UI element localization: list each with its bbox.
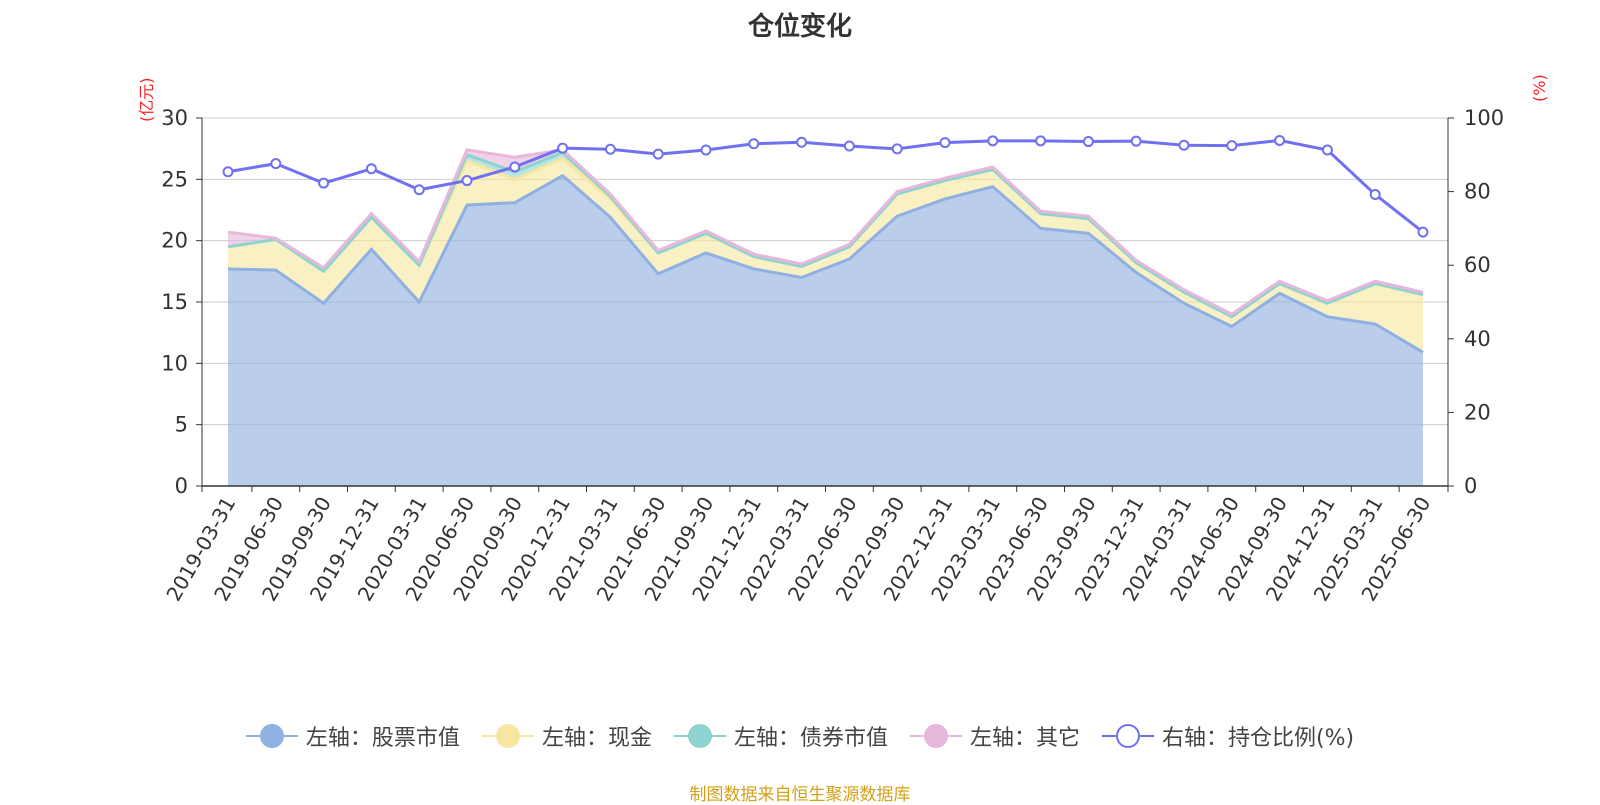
legend-swatch xyxy=(673,723,726,749)
legend-swatch xyxy=(245,723,298,749)
left-tick-label: 5 xyxy=(175,413,188,437)
legend-swatch xyxy=(909,723,962,749)
legend-item-stock[interactable]: 左轴：股票市值 xyxy=(245,720,460,752)
legend-label: 左轴：债券市值 xyxy=(733,726,888,751)
legend-marker xyxy=(495,724,520,748)
ratio-point xyxy=(604,143,616,155)
ratio-point xyxy=(365,163,377,175)
right-tick-label: 20 xyxy=(1464,400,1491,424)
left-tick-label: 30 xyxy=(161,106,188,130)
ratio-point xyxy=(1035,135,1047,147)
legend-label: 左轴：现金 xyxy=(541,726,652,751)
chart-title: 仓位变化 xyxy=(747,12,852,42)
left-tick-label: 15 xyxy=(161,290,188,314)
legend-label: 左轴：其它 xyxy=(969,726,1080,751)
right-tick-label: 80 xyxy=(1464,180,1491,204)
ratio-point xyxy=(652,148,664,160)
legend-marker xyxy=(259,724,284,748)
ratio-point xyxy=(891,143,903,155)
ratio-point xyxy=(318,177,330,189)
ratio-point xyxy=(748,138,760,150)
ratio-point xyxy=(1130,135,1142,147)
legend-swatch xyxy=(1101,723,1154,749)
ratio-point xyxy=(413,184,425,196)
ratio-line xyxy=(227,138,1424,234)
ratio-point xyxy=(270,158,282,170)
ratio-point xyxy=(1321,144,1333,156)
area-stock xyxy=(228,175,1423,487)
plot-area: 0510152025300204060801002019-03-312019-0… xyxy=(161,106,1504,605)
legend-item-cash[interactable]: 左轴：现金 xyxy=(481,720,652,752)
line-bond xyxy=(227,150,1424,319)
ratio-point xyxy=(796,136,808,148)
left-tick-label: 0 xyxy=(175,474,188,498)
ratio-point xyxy=(700,144,712,156)
ratio-point xyxy=(987,135,999,147)
ratio-point xyxy=(1178,139,1190,151)
ratio-point xyxy=(1274,134,1286,146)
ratio-point xyxy=(1226,140,1238,152)
right-tick-label: 100 xyxy=(1464,106,1504,130)
legend-marker xyxy=(923,724,948,748)
legend-label: 右轴：持仓比例(%) xyxy=(1161,726,1355,751)
source-note: 制图数据来自恒生聚源数据库 xyxy=(689,785,911,805)
legend-label: 左轴：股票市值 xyxy=(305,726,460,751)
legend-marker xyxy=(687,724,712,748)
ratio-point xyxy=(461,175,473,187)
right-tick-label: 40 xyxy=(1464,327,1491,351)
ratio-point xyxy=(1417,226,1429,238)
ratio-point xyxy=(843,140,855,152)
ratio-point xyxy=(509,161,521,173)
ratio-point xyxy=(222,166,234,178)
legend-marker xyxy=(1115,724,1140,748)
left-tick-label: 25 xyxy=(161,167,188,191)
legend-item-other[interactable]: 左轴：其它 xyxy=(909,720,1080,752)
legend-item-ratio[interactable]: 右轴：持仓比例(%) xyxy=(1101,720,1355,752)
right-tick-label: 0 xyxy=(1464,474,1477,498)
ratio-point xyxy=(557,142,569,154)
left-tick-label: 20 xyxy=(161,229,188,253)
legend-swatch xyxy=(481,723,534,749)
line-other xyxy=(227,148,1424,317)
ratio-point xyxy=(1369,189,1381,201)
legend: 左轴：股票市值 左轴：现金 左轴：债券市值 左轴：其它 右轴：持仓比例(%) xyxy=(0,720,1600,752)
right-tick-label: 60 xyxy=(1464,253,1491,277)
ratio-point xyxy=(1082,136,1094,148)
legend-item-bond[interactable]: 左轴：债券市值 xyxy=(673,720,888,752)
left-tick-label: 10 xyxy=(161,351,188,375)
ratio-point xyxy=(939,137,951,149)
line-stock xyxy=(227,173,1424,354)
